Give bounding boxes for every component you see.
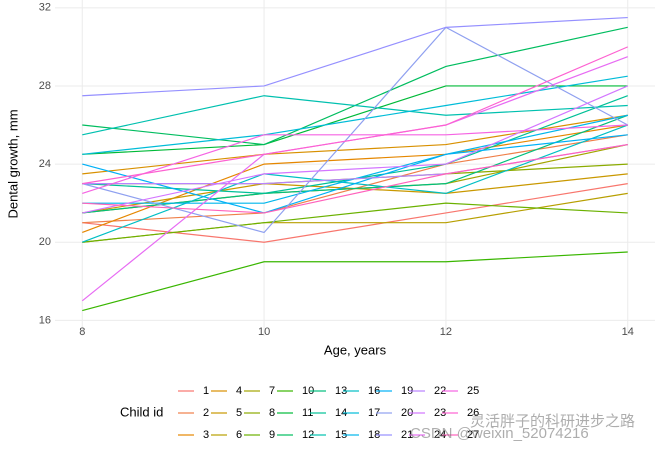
- watermark: CSDN @weixin_52074216: [410, 425, 589, 442]
- legend-label: 13: [335, 385, 347, 397]
- legend-label: 24: [434, 429, 446, 441]
- y-tick-label: 20: [39, 236, 51, 248]
- legend-label: 2: [203, 407, 209, 419]
- legend-label: 5: [236, 407, 242, 419]
- series-line: [82, 143, 628, 214]
- y-tick-label: 16: [39, 314, 51, 326]
- plot-lines: [81, 16, 629, 312]
- legend-title: Child id: [120, 404, 163, 419]
- series-line: [82, 16, 628, 97]
- legend-label: 21: [401, 429, 413, 441]
- series-line: [82, 85, 628, 214]
- y-tick-label: 32: [39, 2, 51, 14]
- legend-label: 4: [236, 385, 242, 397]
- legend-label: 19: [401, 385, 413, 397]
- y-tick-label: 24: [39, 158, 51, 170]
- legend-label: 20: [401, 407, 413, 419]
- series-line: [82, 95, 628, 136]
- x-tick-label: 14: [622, 326, 634, 338]
- series-line: [82, 202, 628, 243]
- legend-label: 11: [302, 407, 313, 419]
- legend-label: 22: [434, 385, 446, 397]
- legend: Child id 1234567891011121314151617181920…: [120, 385, 479, 441]
- legend-label: 26: [467, 407, 479, 419]
- y-tick-label: 28: [39, 80, 51, 92]
- legend-label: 12: [302, 429, 314, 441]
- y-axis-title: Dental growth, mm: [5, 109, 20, 218]
- legend-label: 14: [335, 407, 347, 419]
- legend-label: 16: [368, 385, 380, 397]
- legend-label: 17: [368, 407, 380, 419]
- legend-label: 23: [434, 407, 446, 419]
- series-line: [82, 134, 628, 214]
- series-line: [82, 124, 628, 194]
- series-line: [82, 251, 628, 312]
- legend-label: 3: [203, 429, 209, 441]
- legend-label: 8: [269, 407, 275, 419]
- legend-label: 6: [236, 429, 242, 441]
- legend-label: 27: [467, 429, 479, 441]
- legend-label: 10: [302, 385, 314, 397]
- axes: 16 20 24 28 32 8 10 12 14: [39, 2, 634, 338]
- watermark: 灵活胖子的科研进步之路: [470, 413, 635, 430]
- legend-label: 1: [203, 385, 209, 397]
- x-tick-label: 8: [79, 326, 85, 338]
- legend-label: 18: [368, 429, 380, 441]
- legend-label: 9: [269, 429, 275, 441]
- x-axis-title: Age, years: [324, 342, 387, 357]
- series-line: [82, 46, 628, 185]
- series-line: [82, 114, 628, 175]
- legend-label: 15: [335, 429, 347, 441]
- legend-label: 7: [269, 385, 275, 397]
- x-tick-label: 12: [440, 326, 452, 338]
- legend-label: 25: [467, 385, 479, 397]
- x-tick-label: 10: [258, 326, 270, 338]
